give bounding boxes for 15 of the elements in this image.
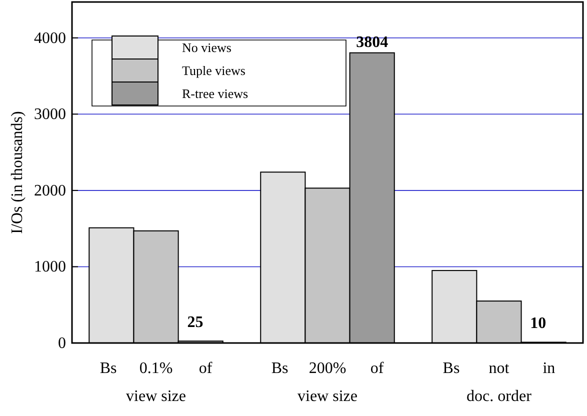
category-label: Bs 200% of view size (271, 360, 384, 405)
y-tick-label: 2000 (34, 182, 66, 200)
category-label: Bs not in doc. order (442, 360, 556, 405)
data-label: 3804 (356, 34, 388, 51)
y-axis-title: I/Os (in thousands) (9, 111, 26, 234)
y-tick-label: 4000 (34, 30, 66, 47)
y-tick-label: 0 (58, 335, 66, 352)
legend-label: No views (182, 40, 232, 55)
data-label: 10 (530, 315, 546, 332)
y-tick-label: 1000 (34, 258, 66, 276)
legend-label: R-tree views (182, 86, 248, 101)
category-label: Bs 0.1% of view size (100, 360, 212, 405)
data-label: 25 (187, 314, 204, 332)
y-tick-label: 3000 (34, 106, 66, 124)
legend-label: Tuple views (182, 63, 246, 78)
